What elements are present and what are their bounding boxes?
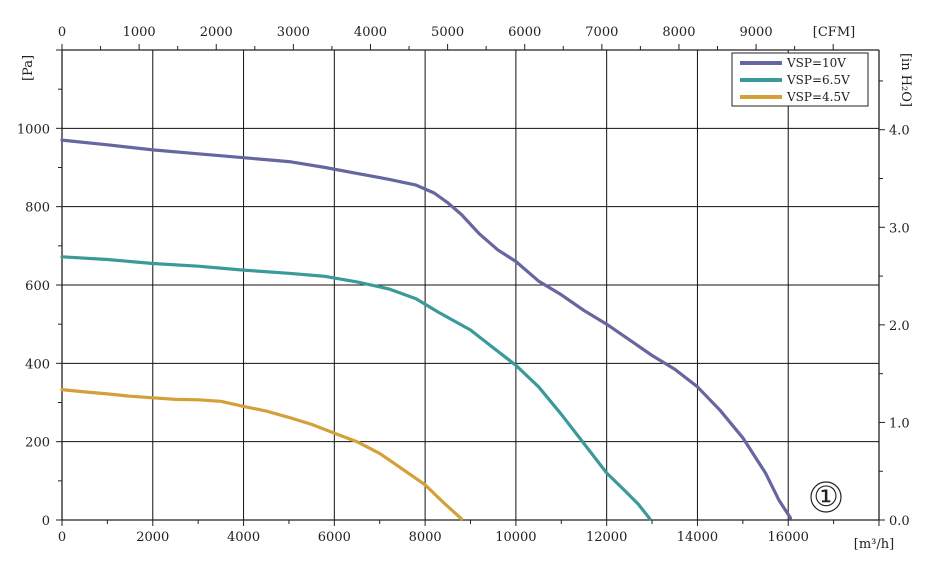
y-right-tick-label: 3.0 xyxy=(889,221,910,236)
curve-vsp65 xyxy=(60,255,652,521)
grid xyxy=(62,50,879,520)
x-top-tick-label: 0 xyxy=(58,25,66,40)
x-top-tick-label: 5000 xyxy=(431,25,464,40)
x-top-tick-label: 2000 xyxy=(200,25,233,40)
y-left-tick-label: 0 xyxy=(42,514,50,529)
y-left-tick-label: 800 xyxy=(25,201,50,216)
y-right-tick-label: 4.0 xyxy=(889,124,910,139)
x-bottom-tick-label: 8000 xyxy=(409,530,442,545)
y-left-tick-label: 600 xyxy=(25,279,50,294)
annotation-circle xyxy=(810,481,842,513)
x-bottom-tick-label: 4000 xyxy=(227,530,260,545)
legend-label-vsp65: VSP=6.5V xyxy=(786,73,850,87)
legend-label-vsp10: VSP=10V xyxy=(786,56,846,70)
x-top-tick-label: 3000 xyxy=(277,25,310,40)
x-bottom-tick-label: 16000 xyxy=(768,530,809,545)
x-bottom-tick-label: 10000 xyxy=(495,530,536,545)
x-top-axis-label: [CFM] xyxy=(813,25,855,40)
y-left-tick-label: 1000 xyxy=(17,122,50,137)
axes xyxy=(56,44,885,526)
y-right-axis-label: [in H₂O] xyxy=(898,53,913,107)
y-right-tick-label: 2.0 xyxy=(889,319,910,334)
x-bottom-tick-label: 14000 xyxy=(677,530,718,545)
circled-number-annotation: ① xyxy=(813,480,838,513)
legend-label-vsp45: VSP=4.5V xyxy=(786,90,850,104)
y-right-tick-label: 0.0 xyxy=(889,514,910,529)
x-bottom-tick-label: 2000 xyxy=(136,530,169,545)
x-top-tick-label: 7000 xyxy=(585,25,618,40)
y-left-axis-label: [Pa] xyxy=(21,55,36,81)
x-top-tick-label: 1000 xyxy=(123,25,156,40)
x-top-tick-label: 8000 xyxy=(662,25,695,40)
x-bottom-tick-label: 0 xyxy=(58,530,66,545)
curve-vsp45 xyxy=(60,388,463,521)
y-right-tick-label: 1.0 xyxy=(889,416,910,431)
x-top-tick-label: 4000 xyxy=(354,25,387,40)
x-bottom-tick-label: 12000 xyxy=(586,530,627,545)
x-top-tick-label: 6000 xyxy=(508,25,541,40)
x-top-tick-label: 9000 xyxy=(740,25,773,40)
x-bottom-axis-label: [m³/h] xyxy=(854,537,894,552)
curves xyxy=(60,138,793,521)
curve-vsp10 xyxy=(60,138,793,520)
y-left-tick-label: 400 xyxy=(25,357,50,372)
y-left-tick-label: 200 xyxy=(25,436,50,451)
x-bottom-tick-label: 6000 xyxy=(318,530,351,545)
legend: VSP=10V VSP=6.5V VSP=4.5V xyxy=(731,52,869,107)
